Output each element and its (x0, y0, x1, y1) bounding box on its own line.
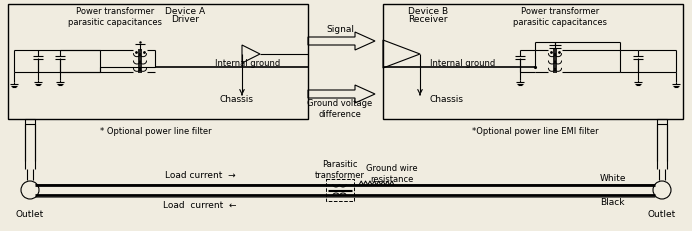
Text: Parasitic
transformer: Parasitic transformer (315, 160, 365, 179)
Text: Black: Black (600, 198, 624, 207)
Text: Ground voltage
difference: Ground voltage difference (307, 99, 372, 118)
Text: Load  current  ←: Load current ← (163, 201, 237, 210)
Text: Chassis: Chassis (220, 95, 254, 104)
Text: Power transformer
parasitic capacitances: Power transformer parasitic capacitances (68, 7, 162, 27)
Circle shape (21, 181, 39, 199)
Text: White: White (600, 174, 626, 183)
Text: Internal ground: Internal ground (215, 59, 280, 68)
Text: Internal ground: Internal ground (430, 59, 495, 68)
Text: Chassis: Chassis (430, 95, 464, 104)
Text: * Optional power line filter: * Optional power line filter (100, 127, 212, 136)
Text: Outlet: Outlet (16, 210, 44, 219)
Text: Outlet: Outlet (648, 210, 676, 219)
Text: Power transformer
parasitic capacitances: Power transformer parasitic capacitances (513, 7, 607, 27)
Text: Driver: Driver (171, 14, 199, 23)
Text: Device A: Device A (165, 6, 205, 15)
Text: Device B: Device B (408, 6, 448, 15)
Circle shape (653, 181, 671, 199)
Text: Receiver: Receiver (408, 14, 448, 23)
Text: *Optional power line EMI filter: *Optional power line EMI filter (472, 127, 599, 136)
Text: Signal: Signal (326, 24, 354, 33)
Text: Load current  →: Load current → (165, 171, 235, 180)
Text: Ground wire
resistance: Ground wire resistance (365, 164, 417, 183)
